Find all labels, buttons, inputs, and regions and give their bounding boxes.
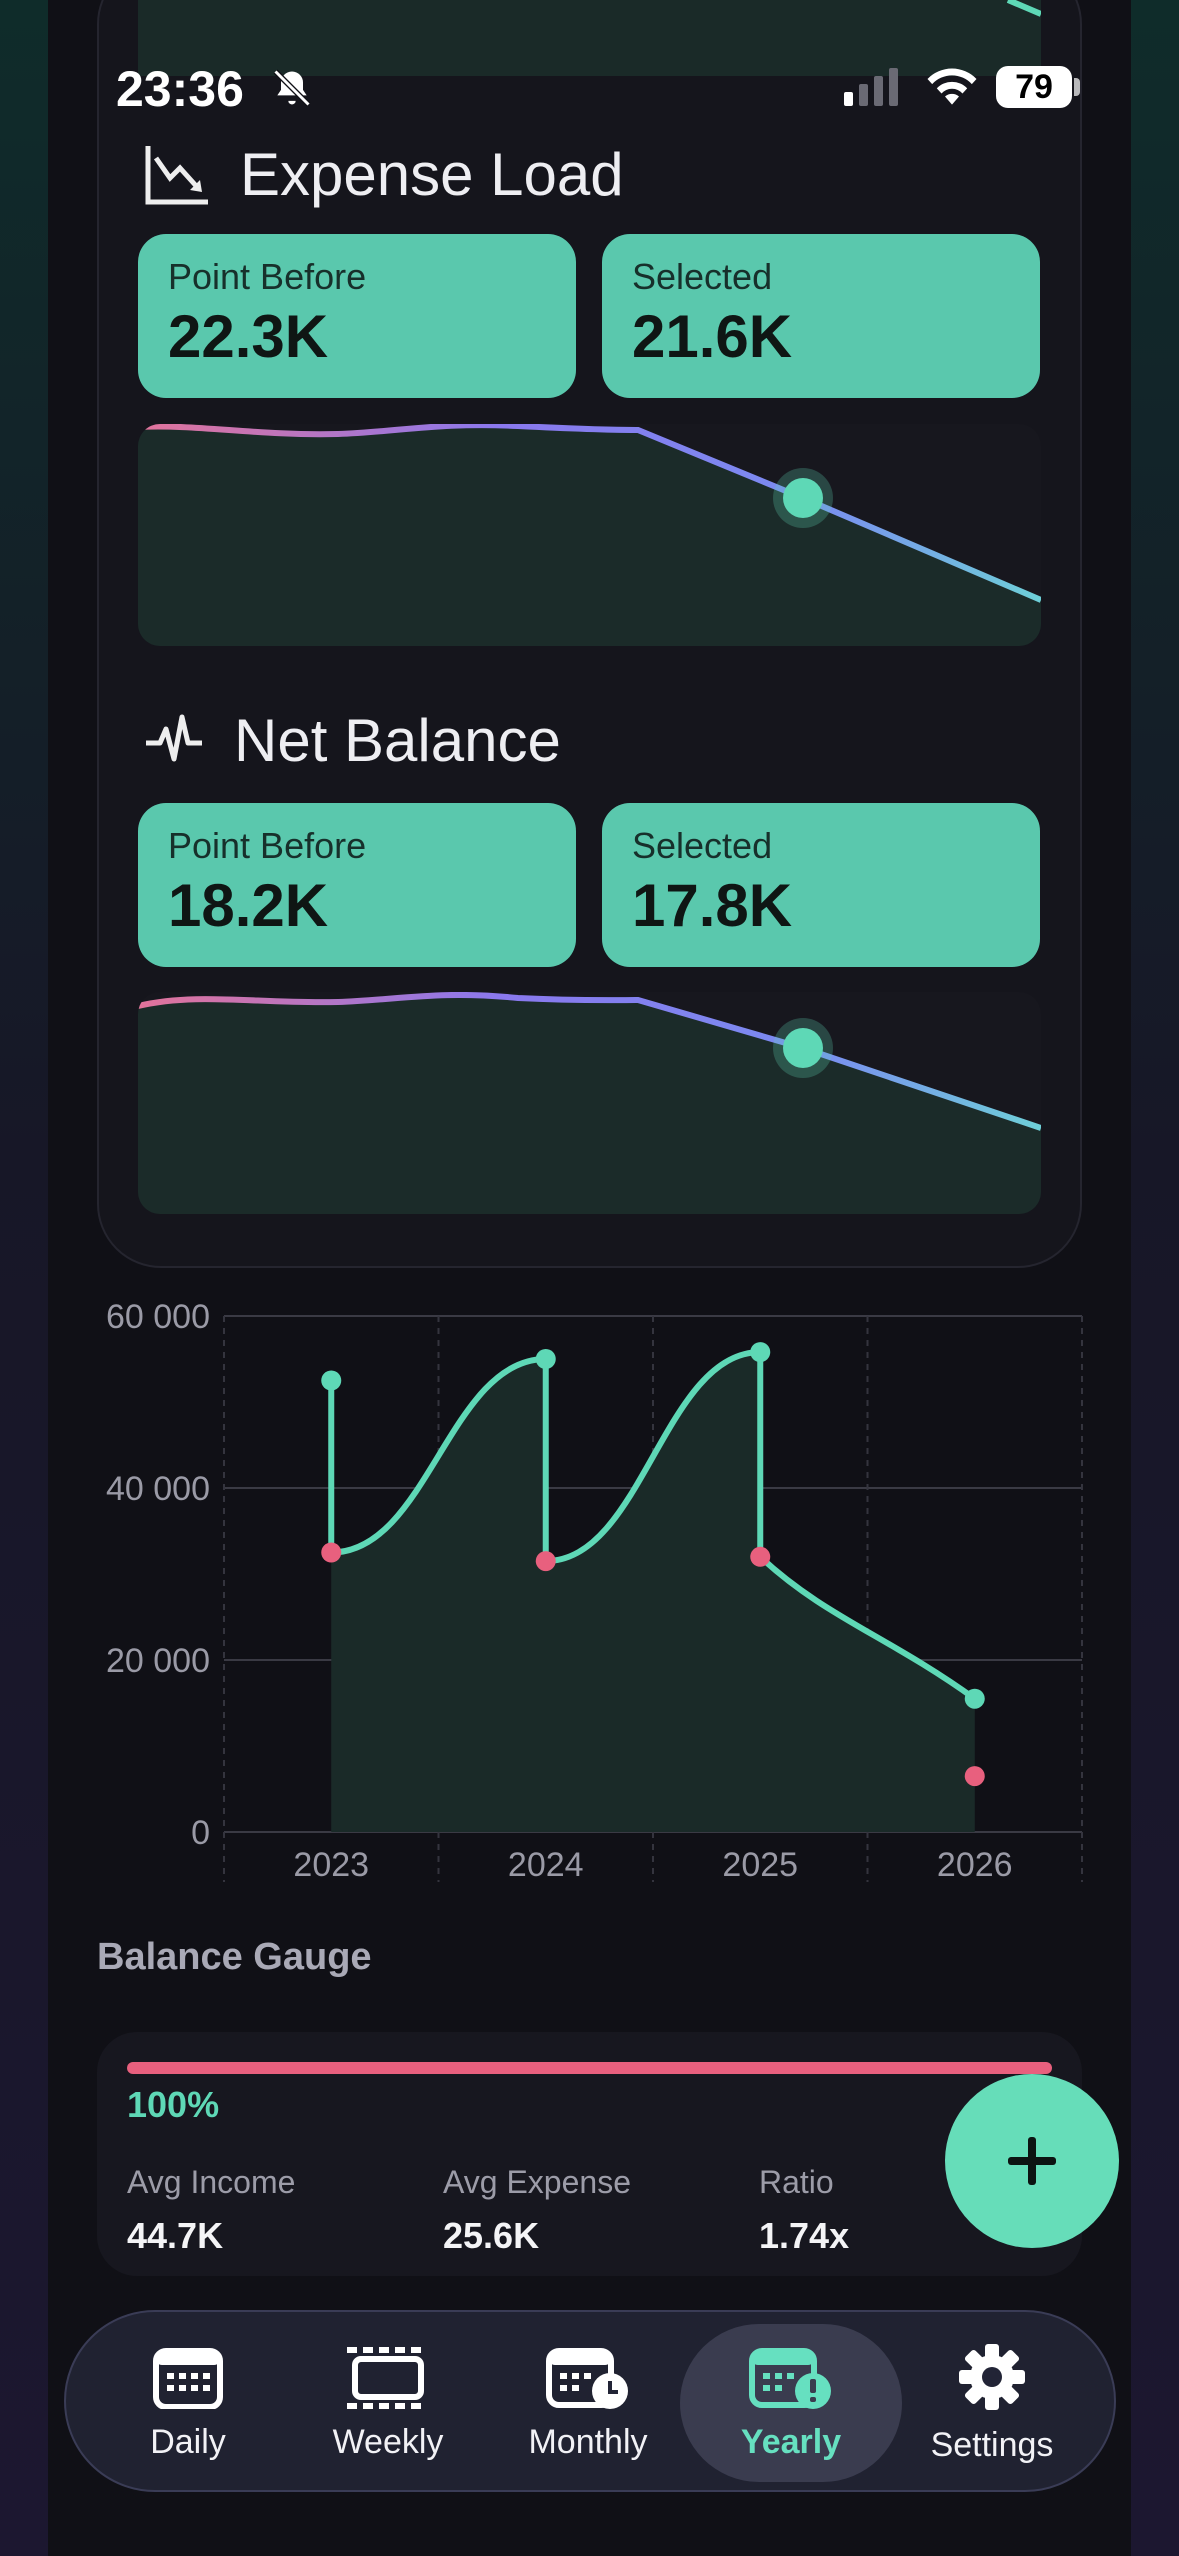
point-before-box: Point Before 22.3K <box>138 234 576 398</box>
gear-icon <box>959 2343 1025 2410</box>
balance-gauge-card: 100% Avg Income 44.7K Avg Expense 25.6K … <box>97 2032 1082 2276</box>
high-point <box>321 1370 342 1391</box>
point-before-value: 22.3K <box>168 303 329 370</box>
avg-income-label: Avg Income <box>127 2164 296 2200</box>
net-balance-title: Net Balance <box>144 706 561 775</box>
nav-yearly[interactable]: Yearly <box>680 2324 902 2482</box>
high-point <box>750 1342 771 1363</box>
avg-expense-stat: Avg Expense 25.6K <box>443 2164 631 2257</box>
balance-gauge-title: Balance Gauge <box>97 1936 372 1978</box>
calendar-clock-icon <box>546 2347 628 2409</box>
pulse-icon <box>144 711 204 771</box>
high-point <box>535 1349 556 1369</box>
avg-expense-label: Avg Expense <box>443 2164 631 2200</box>
nav-label: Yearly <box>740 2422 842 2461</box>
chart-down-icon <box>144 144 210 206</box>
selected-point <box>783 478 823 518</box>
selected-point <box>783 1028 823 1068</box>
series-area <box>331 1352 975 1832</box>
bell-muted-icon <box>273 69 311 107</box>
nav-label: Weekly <box>332 2422 444 2461</box>
ratio-label: Ratio <box>759 2164 834 2200</box>
ratio-value: 1.74x <box>759 2215 850 2256</box>
bottom-nav: Daily Weekly Monthly Yearly <box>64 2310 1116 2492</box>
calendar-alert-icon <box>749 2347 831 2409</box>
plus-icon <box>1008 2137 1056 2185</box>
previous-sparkline-area <box>138 0 1041 76</box>
calendar-icon <box>153 2347 223 2409</box>
x-tick-label: 2023 <box>293 1846 369 1884</box>
x-tick-label: 2026 <box>937 1846 1013 1884</box>
series-line <box>328 1349 977 1702</box>
week-icon <box>347 2346 424 2409</box>
nav-daily[interactable]: Daily <box>88 2312 288 2494</box>
nav-label: Settings <box>930 2425 1054 2464</box>
selected-label: Selected <box>632 825 773 866</box>
point-before-box: Point Before 18.2K <box>138 803 576 967</box>
low-point <box>535 1551 556 1572</box>
gauge-bar <box>127 2062 1052 2074</box>
nav-monthly[interactable]: Monthly <box>488 2312 688 2494</box>
nav-label: Daily <box>150 2422 226 2461</box>
point-before-value: 18.2K <box>168 872 329 939</box>
y-tick-label: 60 000 <box>106 1298 210 1336</box>
selected-box: Selected 17.8K <box>602 803 1040 967</box>
net-balance-sparkline[interactable] <box>138 992 1041 1214</box>
selected-box: Selected 21.6K <box>602 234 1040 398</box>
ratio-stat: Ratio 1.74x <box>759 2164 849 2257</box>
point-before-label: Point Before <box>168 825 367 866</box>
battery-tip <box>1074 78 1080 96</box>
selected-label: Selected <box>632 256 773 297</box>
point-before-label: Point Before <box>168 256 367 297</box>
section-title-text: Net Balance <box>234 707 561 774</box>
y-tick-label: 0 <box>191 1814 210 1852</box>
signal-icon <box>844 68 898 106</box>
low-point <box>321 1542 342 1563</box>
x-tick-label: 2024 <box>508 1846 584 1884</box>
expense-load-title: Expense Load <box>144 140 624 209</box>
y-tick-label: 40 000 <box>106 1470 210 1508</box>
avg-income-value: 44.7K <box>127 2215 224 2256</box>
selected-value: 17.8K <box>632 872 793 939</box>
add-button[interactable] <box>945 2074 1119 2248</box>
nav-settings[interactable]: Settings <box>892 2312 1092 2494</box>
battery-indicator: 79 <box>996 66 1072 108</box>
gauge-percent: 100% <box>127 2084 220 2125</box>
expense-sparkline[interactable] <box>138 424 1041 646</box>
selected-value: 21.6K <box>632 303 793 370</box>
low-point <box>750 1546 771 1567</box>
status-time: 23:36 <box>116 61 244 117</box>
y-tick-label: 20 000 <box>106 1642 210 1680</box>
avg-expense-value: 25.6K <box>443 2215 540 2256</box>
low-point <box>964 1766 985 1787</box>
previous-sparkline <box>1006 0 1041 17</box>
nav-weekly[interactable]: Weekly <box>288 2312 488 2494</box>
section-title-text: Expense Load <box>240 141 624 208</box>
wifi-icon <box>927 68 977 105</box>
high-point <box>964 1688 985 1709</box>
x-tick-label: 2025 <box>722 1846 798 1884</box>
nav-label: Monthly <box>528 2422 648 2461</box>
status-bar: 23:36 79 <box>0 0 1179 170</box>
avg-income-stat: Avg Income 44.7K <box>127 2164 295 2257</box>
yearly-chart[interactable]: 0 20 000 40 000 60 000 2023 2024 2025 2026 <box>0 1290 1179 1910</box>
